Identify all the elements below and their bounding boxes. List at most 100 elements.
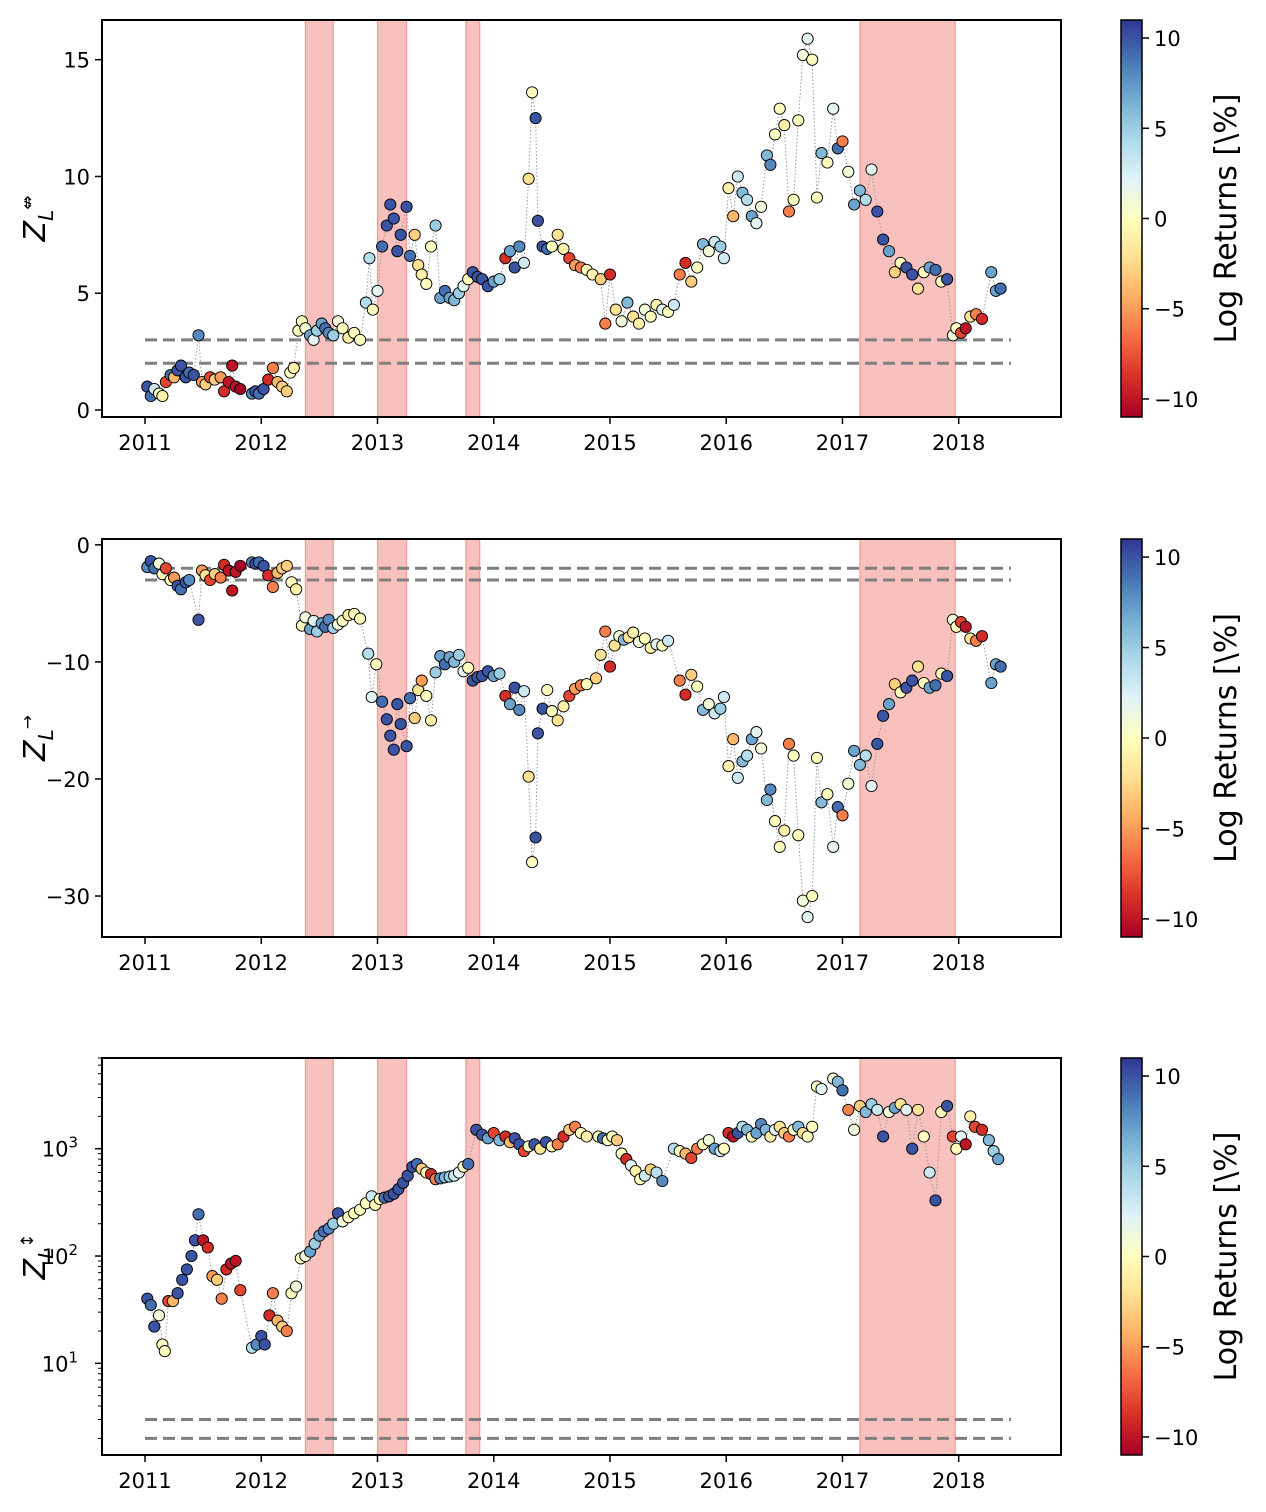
data-point [380,713,393,726]
colorbar-tick-label: 0 [1154,727,1167,751]
data-point [384,729,397,742]
colorbar-tick-label: −10 [1154,388,1198,412]
data-point [192,613,205,626]
data-point [376,240,389,253]
data-point [384,198,397,211]
data-point [975,630,989,643]
data-point [610,1134,624,1147]
x-tick-label: 2011 [118,1469,171,1493]
y-tick-label: 10 [63,165,90,189]
data-points [141,1072,1005,1358]
data-point [280,385,293,398]
shaded-periods [304,538,956,938]
data-point [853,758,866,771]
data-point [836,809,849,822]
data-point [702,245,715,258]
data-point [517,256,531,269]
data-point [923,1166,936,1179]
x-tick-label: 2017 [816,1469,869,1493]
x-tick-label: 2018 [932,431,985,455]
data-point [731,771,744,784]
data-point [214,571,227,584]
y-tick-label: 103 [42,1134,78,1162]
data-point [750,217,763,230]
data-point [234,1284,247,1297]
data-point [258,1338,271,1351]
x-tick-label: 2012 [235,951,288,975]
data-point [782,205,796,218]
data-point [888,678,901,691]
data-point [836,1084,849,1097]
data-point [773,840,786,853]
data-point [760,793,773,807]
shaded-period-2 [465,1057,481,1456]
data-point [917,1130,930,1143]
data-point [727,733,740,746]
data-point [513,240,526,253]
data-point [731,170,744,183]
data-point [159,562,172,575]
data-point [429,666,442,679]
data-point [215,1292,228,1305]
data-point [741,749,754,762]
data-point [722,760,735,773]
data-point [662,634,675,647]
colorbar-tick-label: −5 [1154,817,1185,841]
data-point [865,779,878,793]
data-point [503,698,517,711]
threshold-lines [145,338,1012,365]
data-point [226,359,239,372]
data-point [827,840,840,853]
data-point [994,660,1007,673]
data-point [792,829,805,842]
data-point [787,749,800,762]
data-point [906,268,919,281]
data-point [975,1123,989,1136]
data-point [266,1287,279,1300]
data-point [387,212,400,225]
data-point [941,1099,954,1113]
x-tick-label: 2014 [467,1469,520,1493]
x-tick-label: 2016 [699,951,752,975]
data-point [522,172,535,185]
x-axis: 2011 2012 2013 2014 2015 2016 2017 2018 [118,417,985,455]
data-point [673,268,686,281]
data-point [280,1324,293,1338]
plot-frame [101,538,1062,938]
data-point [517,685,531,698]
data-point [493,667,506,680]
x-tick-label: 2013 [351,951,404,975]
data-point [877,709,890,722]
data-point [158,1345,171,1358]
data-point [959,620,972,633]
data-point [366,303,379,316]
data-point [144,1298,157,1312]
data-point [522,770,535,783]
data-point [229,1254,242,1267]
colorbar-top: 10 5 0 −5 −10 Log Returns [\%] [1120,19,1244,418]
data-point [226,584,239,597]
data-point [394,717,407,731]
data-point [741,193,754,206]
data-point [621,296,634,309]
shaded-periods [304,1057,956,1456]
data-point [266,580,279,594]
data-point [685,1151,698,1165]
data-point [176,1273,189,1286]
data-point [792,114,805,127]
data-point [609,303,622,316]
data-point [702,698,715,711]
data-point [778,824,791,837]
data-point [714,702,727,715]
y-tick-label: 5 [77,282,90,306]
x-tick-label: 2016 [699,431,752,455]
colorbar-gradient [1120,538,1143,938]
data-point [462,1157,475,1171]
data-point [815,1082,828,1096]
data-point [842,1103,855,1116]
y-axis-label: ZL⇎ [18,196,58,243]
colorbar-middle: 10 5 0 −5 −10 Log Returns [\%] [1120,538,1244,938]
data-point [941,273,954,286]
data-point [764,158,777,171]
